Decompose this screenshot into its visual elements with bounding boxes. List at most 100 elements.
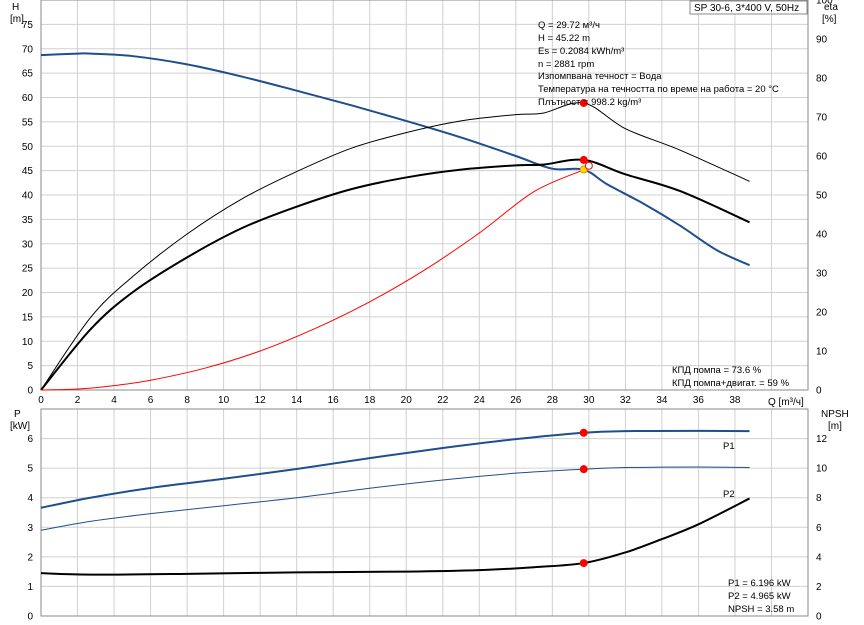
point-op_eta_total — [579, 155, 588, 164]
x-tick-label: 22 — [437, 395, 449, 406]
point-op_P2 — [579, 465, 588, 474]
x-tick-label: 8 — [184, 395, 190, 406]
right-tick-label: 20 — [816, 308, 828, 319]
info-h: H = 45.22 m — [538, 33, 590, 44]
right-tick-label: 30 — [816, 269, 828, 280]
x-tick-label: 36 — [693, 395, 705, 406]
eta-axis-label: eta — [824, 2, 838, 13]
right-tick-label: 0 — [816, 612, 822, 623]
series-P1_ext — [40, 497, 91, 509]
info-q: Q = 29.72 м³/ч — [538, 20, 600, 31]
x-tick-label: 6 — [148, 395, 154, 406]
top-plot-frame — [40, 0, 809, 391]
left-tick-label: 4 — [27, 493, 33, 504]
left-tick-label: 6 — [27, 434, 33, 445]
npsh-readout: NPSH = 3.58 m — [728, 604, 794, 615]
bottom-plot-frame — [40, 408, 809, 617]
series-NPSH — [40, 497, 751, 576]
h-axis-label: H — [12, 2, 19, 13]
x-tick-label: 4 — [111, 395, 117, 406]
left-tick-label: 50 — [22, 142, 34, 153]
left-tick-label: 5 — [27, 464, 33, 475]
q-axis-label: Q [m³/ч] — [768, 397, 804, 408]
left-tick-label: 5 — [27, 361, 33, 372]
left-tick-label: 35 — [22, 215, 34, 226]
right-tick-label: 12 — [816, 434, 828, 445]
right-tick-label: 6 — [816, 523, 822, 534]
series-eta_total — [40, 158, 750, 391]
info-es: Es = 0.2084 kWh/m³ — [538, 46, 624, 57]
p1-readout: P1 = 6.196 kW — [728, 578, 791, 589]
left-tick-label: 1 — [27, 582, 33, 593]
x-tick-label: 32 — [620, 395, 632, 406]
title-box — [689, 0, 808, 15]
bottom-series-group — [40, 428, 751, 576]
x-tick-label: 2 — [75, 395, 81, 406]
info-density: Плътност = 998.2 kg/m³ — [538, 97, 641, 108]
left-tick-label: 0 — [27, 386, 33, 397]
point-op_eta_pump — [579, 98, 588, 107]
right-tick-label: 70 — [816, 113, 828, 124]
npsh-axis-unit: [m] — [828, 421, 842, 432]
left-tick-label: 25 — [22, 264, 34, 275]
left-tick-label: 40 — [22, 191, 34, 202]
p1-curve-label: P1 — [723, 441, 735, 452]
p-axis-label: P — [14, 409, 21, 420]
x-tick-label: 14 — [291, 395, 303, 406]
top-series-group — [40, 52, 750, 391]
top-grid — [41, 0, 808, 390]
model-title: SP 30-6, 3*400 V, 50Hz — [694, 3, 799, 14]
x-tick-label: 34 — [656, 395, 668, 406]
x-tick-label: 24 — [474, 395, 486, 406]
left-tick-label: 20 — [22, 288, 34, 299]
right-tick-label: 8 — [816, 493, 822, 504]
x-tick-label: 10 — [218, 395, 230, 406]
left-tick-label: 2 — [27, 552, 33, 563]
series-H — [40, 52, 750, 267]
series-P2 — [40, 466, 750, 531]
right-tick-label: 80 — [816, 74, 828, 85]
eff-pump-note: КПД помпа = 73.6 % — [672, 365, 762, 376]
right-tick-label: 40 — [816, 230, 828, 241]
right-tick-label: 0 — [816, 386, 822, 397]
left-tick-label: 45 — [22, 166, 34, 177]
left-tick-label: 0 — [27, 612, 33, 623]
info-liquid: Изпомпвана течност = Вода — [538, 71, 662, 82]
right-tick-label: 90 — [816, 35, 828, 46]
left-tick-label: 70 — [22, 44, 34, 55]
left-tick-label: 10 — [22, 337, 34, 348]
x-tick-label: 0 — [38, 395, 44, 406]
info-temp: Температура на течността по време на раб… — [538, 84, 779, 95]
right-tick-label: 2 — [816, 582, 822, 593]
p-axis-unit: [kW] — [10, 421, 30, 432]
h-axis-unit: [m] — [10, 14, 24, 25]
p2-readout: P2 = 4.965 kW — [728, 591, 791, 602]
npsh-axis-label: NPSH — [821, 409, 849, 420]
left-tick-label: 55 — [22, 117, 34, 128]
x-tick-label: 16 — [328, 395, 340, 406]
right-tick-label: 10 — [816, 464, 828, 475]
x-tick-label: 12 — [255, 395, 267, 406]
left-tick-label: 30 — [22, 239, 34, 250]
x-tick-label: 20 — [401, 395, 413, 406]
right-tick-label: 60 — [816, 152, 828, 163]
left-tick-label: 65 — [22, 69, 34, 80]
left-tick-label: 3 — [27, 523, 33, 534]
x-tick-label: 30 — [583, 395, 595, 406]
right-tick-label: 10 — [816, 347, 828, 358]
left-tick-label: 15 — [22, 312, 34, 323]
x-tick-label: 26 — [510, 395, 522, 406]
x-tick-label: 28 — [547, 395, 559, 406]
x-tick-label: 18 — [364, 395, 376, 406]
point-op_P1 — [579, 428, 588, 437]
series-system — [40, 165, 590, 391]
p2-curve-label: P2 — [723, 489, 735, 500]
point-curve_end — [584, 161, 593, 170]
point-op_NPSH — [579, 559, 588, 568]
bottom-grid — [41, 409, 808, 616]
right-tick-label: 50 — [816, 191, 828, 202]
left-tick-label: 75 — [22, 20, 34, 31]
series-eta_pump — [40, 102, 750, 391]
